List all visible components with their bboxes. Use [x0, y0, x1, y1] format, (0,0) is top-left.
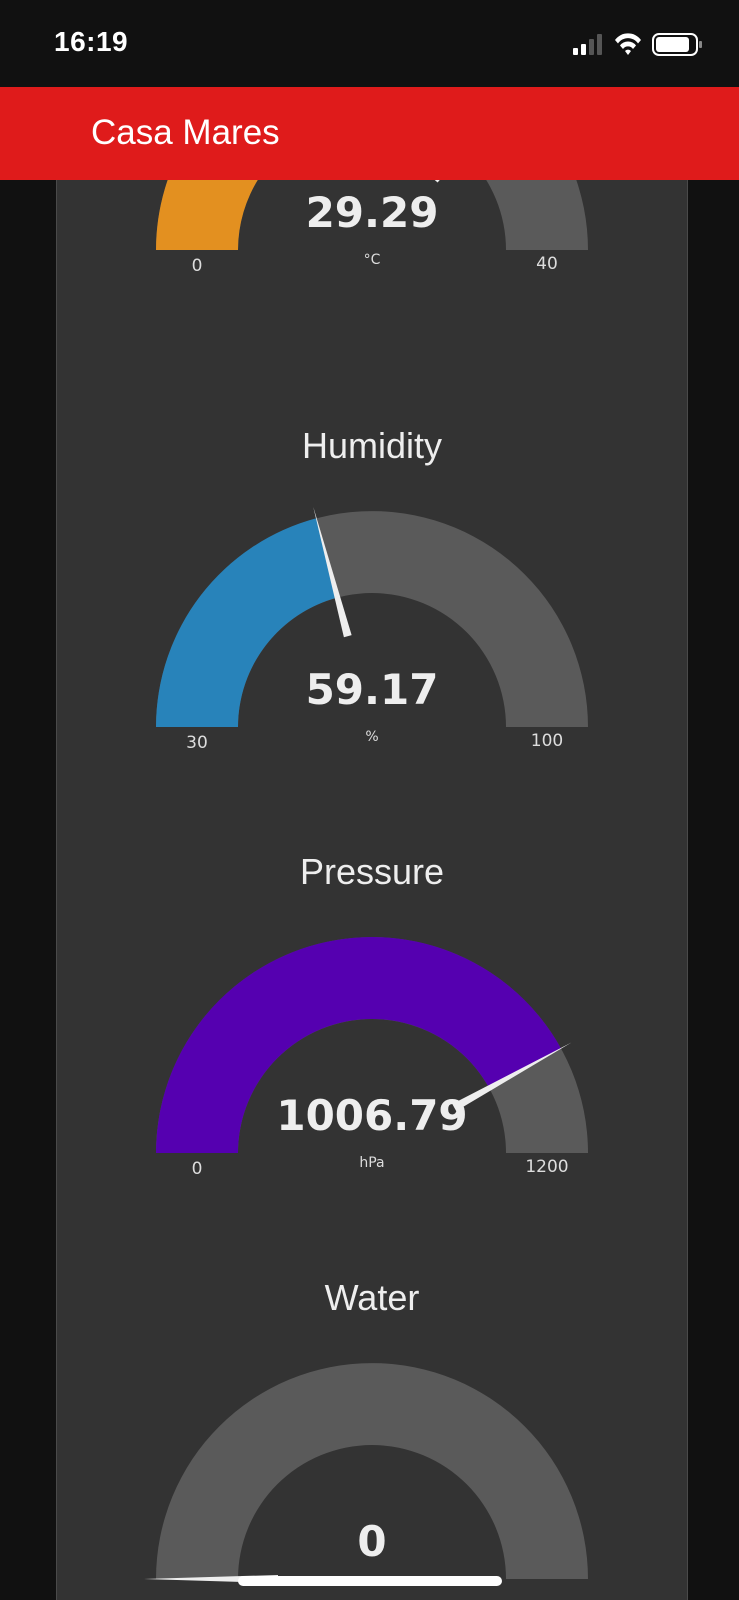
dashboard-panel: 29.29 °C 0 40 Humidity 59.17% 30 100 Pressure 1… [56, 180, 688, 1600]
gauge-dial [156, 180, 588, 250]
gauge-max-label: 40 [536, 254, 558, 274]
status-time: 16:19 [54, 26, 129, 57]
gauge-value: 0 [357, 1517, 387, 1566]
gauge-value: 29.29 [305, 188, 439, 237]
gauge-water: Water 0 [57, 1277, 687, 1600]
app-header: Casa Mares [0, 87, 739, 180]
gauge-fill [156, 937, 561, 1153]
battery-icon [652, 33, 702, 56]
gauge-unit: hPa [359, 1155, 385, 1171]
gauge-dial [156, 937, 588, 1153]
gauge-humidity: Humidity 59.17% 30 100 [57, 425, 687, 825]
wifi-icon [615, 33, 641, 55]
status-icons [571, 30, 711, 60]
gauge-needle [434, 180, 440, 183]
gauge-needle [452, 1042, 572, 1111]
gauge-max-label: 100 [530, 731, 564, 751]
gauge-title: Pressure [299, 851, 445, 892]
gauge-min-label: 30 [186, 733, 208, 753]
gauge-needle [313, 506, 352, 638]
gauge-title: Water [324, 1277, 420, 1318]
gauge-title: Humidity [301, 425, 443, 466]
gauge-dial [156, 506, 588, 727]
gauge-track [156, 1363, 588, 1579]
gauge-unit: % [365, 729, 379, 745]
home-indicator[interactable] [238, 1576, 502, 1586]
gauge-pressure: Pressure 1006.79 hPa 0 1200 [57, 851, 687, 1251]
gauge-value: 59.17 [305, 665, 439, 714]
gauge-fill [156, 180, 258, 250]
gauge-min-label: 0 [191, 256, 203, 276]
gauge-fill [156, 518, 338, 727]
gauge-min-label: 0 [191, 1159, 203, 1179]
status-bar: 16:19 [0, 0, 739, 87]
gauge-temperature: 29.29 °C 0 40 [57, 180, 687, 348]
gauge-value: 1006.79 [276, 1091, 468, 1140]
app-title: Casa Mares [91, 113, 280, 152]
cellular-signal-icon [573, 34, 602, 55]
gauge-unit: °C [363, 252, 381, 268]
gauge-max-label: 1200 [525, 1157, 569, 1177]
